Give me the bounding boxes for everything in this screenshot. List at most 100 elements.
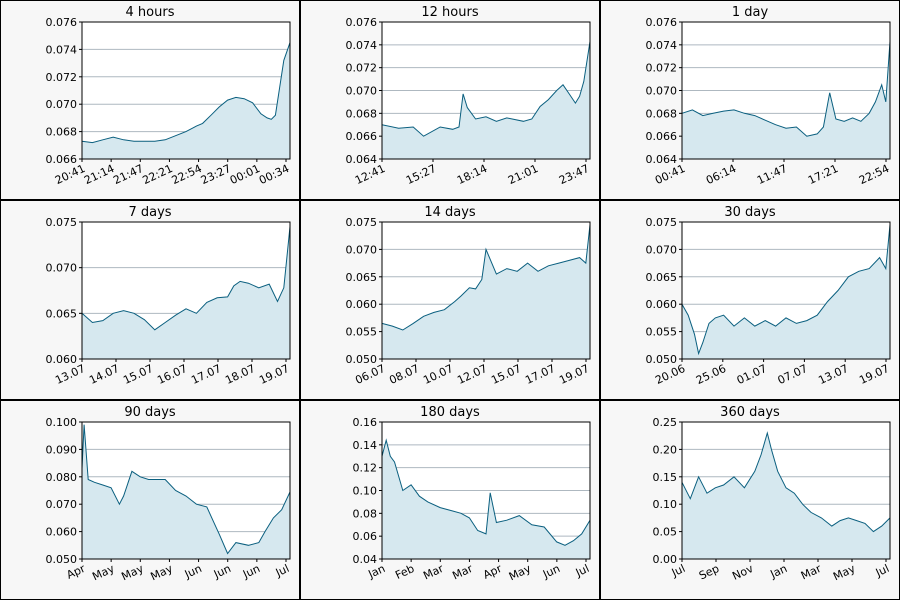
plot-border bbox=[381, 21, 591, 160]
x-tick-label: May bbox=[90, 562, 117, 584]
x-tick-label: Nov bbox=[730, 562, 755, 583]
x-tick-label: 23:47 bbox=[557, 162, 591, 187]
y-tick-label: 0.076 bbox=[646, 16, 678, 29]
chart-panel-5: 14 days 0.050 0.055 0.060 0.065 0.070 0.075 06.… bbox=[300, 200, 600, 400]
x-tick-label: 13.07 bbox=[816, 362, 850, 387]
series-line bbox=[681, 41, 891, 137]
series-line bbox=[681, 224, 891, 356]
chart-title: 360 days bbox=[720, 405, 780, 420]
x-tick-label: 19.07 bbox=[857, 362, 891, 387]
x-tick-label: 19.07 bbox=[257, 362, 291, 387]
x-tick-label: 19.07 bbox=[557, 362, 591, 387]
y-tick-label: 0.068 bbox=[346, 107, 378, 120]
y-tick-label: 0.075 bbox=[46, 216, 78, 229]
x-tick-label: 17.07 bbox=[523, 362, 557, 387]
series-line bbox=[81, 424, 291, 555]
y-tick-label: 0.20 bbox=[653, 443, 678, 456]
x-tick-label: 17.07 bbox=[189, 362, 223, 387]
chart-panel-2: 12 hours 0.064 0.066 0.068 0.070 0.072 0.074 0.… bbox=[300, 0, 600, 200]
x-tick-label: Feb bbox=[393, 562, 416, 582]
y-tick-label: 0.072 bbox=[346, 62, 378, 75]
x-tick-label: 11:47 bbox=[755, 162, 789, 187]
chart-panel-9: 360 days 0.00 0.05 0.10 0.15 0.20 0.25 Jul Sep No… bbox=[600, 400, 900, 600]
x-tick-label: 16.07 bbox=[155, 362, 189, 387]
y-tick-label: 0.074 bbox=[46, 43, 78, 56]
series-area bbox=[382, 41, 590, 159]
chart-title: 1 day bbox=[732, 5, 769, 20]
x-tick-label: 15:27 bbox=[404, 162, 438, 187]
chart-svg: 90 days0.0500.0600.0700.0800.0900.100Apr… bbox=[46, 405, 292, 584]
chart-title: 4 hours bbox=[126, 5, 175, 20]
chart-svg: 12 hours 0.064 0.066 0.068 0.070 0.072 0.074 0.… bbox=[346, 5, 592, 187]
series-line bbox=[381, 224, 591, 331]
x-tick-label: 18.07 bbox=[223, 362, 257, 387]
y-tick-label: 0.15 bbox=[653, 471, 678, 484]
chart-title: 180 days bbox=[420, 405, 480, 420]
chart-svg: 4 hours0.0660.0680.0700.0720.0740.07620:… bbox=[46, 5, 292, 187]
x-tick-label: 06:14 bbox=[704, 162, 738, 187]
y-tick-label: 0.16 bbox=[353, 416, 378, 429]
y-tick-label: 0.04 bbox=[353, 553, 378, 566]
x-tick-label: 00:34 bbox=[257, 162, 291, 187]
x-tick-label: 08.07 bbox=[387, 362, 421, 387]
y-tick-label: 0.068 bbox=[46, 126, 78, 139]
y-tick-label: 0.065 bbox=[646, 271, 678, 284]
y-tick-label: 0.070 bbox=[646, 85, 678, 98]
series-area bbox=[82, 226, 290, 359]
y-tick-label: 0.075 bbox=[346, 216, 378, 229]
x-tick-label: May bbox=[149, 562, 176, 584]
x-tick-label: Jun bbox=[211, 562, 233, 581]
series-area bbox=[382, 440, 590, 559]
x-tick-label: Jul bbox=[273, 562, 291, 580]
x-tick-label: 15.07 bbox=[121, 362, 155, 387]
chart-svg: 30 days0.0500.0550.0600.0650.0700.07520.… bbox=[646, 205, 892, 387]
y-tick-label: 0.050 bbox=[46, 553, 78, 566]
x-tick-label: 22:54 bbox=[857, 162, 891, 187]
y-tick-label: 0.05 bbox=[653, 526, 678, 539]
y-tick-label: 0.060 bbox=[646, 298, 678, 311]
y-tick-label: 0.070 bbox=[646, 243, 678, 256]
y-tick-label: 0.076 bbox=[46, 16, 78, 29]
y-tick-label: 0.060 bbox=[346, 298, 378, 311]
y-tick-label: 0.10 bbox=[353, 485, 378, 498]
chart-title: 14 days bbox=[424, 205, 476, 220]
x-tick-label: 10.07 bbox=[421, 362, 455, 387]
y-tick-label: 0.065 bbox=[46, 307, 78, 320]
plot-border bbox=[81, 421, 291, 560]
y-tick-label: 0.075 bbox=[646, 216, 678, 229]
y-tick-label: 0.066 bbox=[646, 130, 678, 143]
y-tick-label: 0.060 bbox=[46, 526, 78, 539]
plot-border bbox=[381, 221, 591, 360]
x-tick-label: Jul bbox=[573, 562, 591, 580]
y-tick-label: 0.050 bbox=[346, 353, 378, 366]
chart-panel-1: 4 hours 0.066 0.068 0.070 0.072 0.074 0.076 20:… bbox=[0, 0, 300, 200]
y-tick-label: 0.060 bbox=[46, 353, 78, 366]
y-tick-label: 0.090 bbox=[46, 443, 78, 456]
chart-svg: 14 days0.0500.0550.0600.0650.0700.07506.… bbox=[346, 205, 592, 387]
y-tick-label: 0.070 bbox=[46, 98, 78, 111]
series-area bbox=[682, 41, 890, 159]
y-tick-label: 0.064 bbox=[346, 153, 378, 166]
plot-border bbox=[381, 421, 591, 560]
plot-border bbox=[81, 221, 291, 360]
y-tick-label: 0.070 bbox=[346, 85, 378, 98]
x-tick-label: 21:01 bbox=[506, 162, 540, 187]
y-tick-label: 0.25 bbox=[653, 416, 678, 429]
series-line bbox=[381, 41, 591, 137]
y-tick-label: 0.12 bbox=[353, 462, 378, 475]
x-tick-label: 25.06 bbox=[694, 362, 728, 387]
x-tick-label: Sep bbox=[697, 562, 721, 583]
y-tick-label: 0.072 bbox=[46, 71, 78, 84]
x-tick-label: 18:14 bbox=[455, 162, 489, 187]
x-tick-label: Apr bbox=[481, 562, 504, 582]
y-tick-label: 0.14 bbox=[353, 439, 378, 452]
x-tick-label: Jul bbox=[669, 562, 687, 580]
y-tick-label: 0.072 bbox=[646, 62, 678, 75]
x-tick-label: 17:21 bbox=[806, 162, 840, 187]
y-tick-label: 0.080 bbox=[46, 471, 78, 484]
chart-panel-4: 7 days 0.060 0.065 0.070 0.075 13.07 14.07 15.0… bbox=[0, 200, 300, 400]
x-tick-label: 01.07 bbox=[735, 362, 769, 387]
plot-border bbox=[681, 221, 891, 360]
